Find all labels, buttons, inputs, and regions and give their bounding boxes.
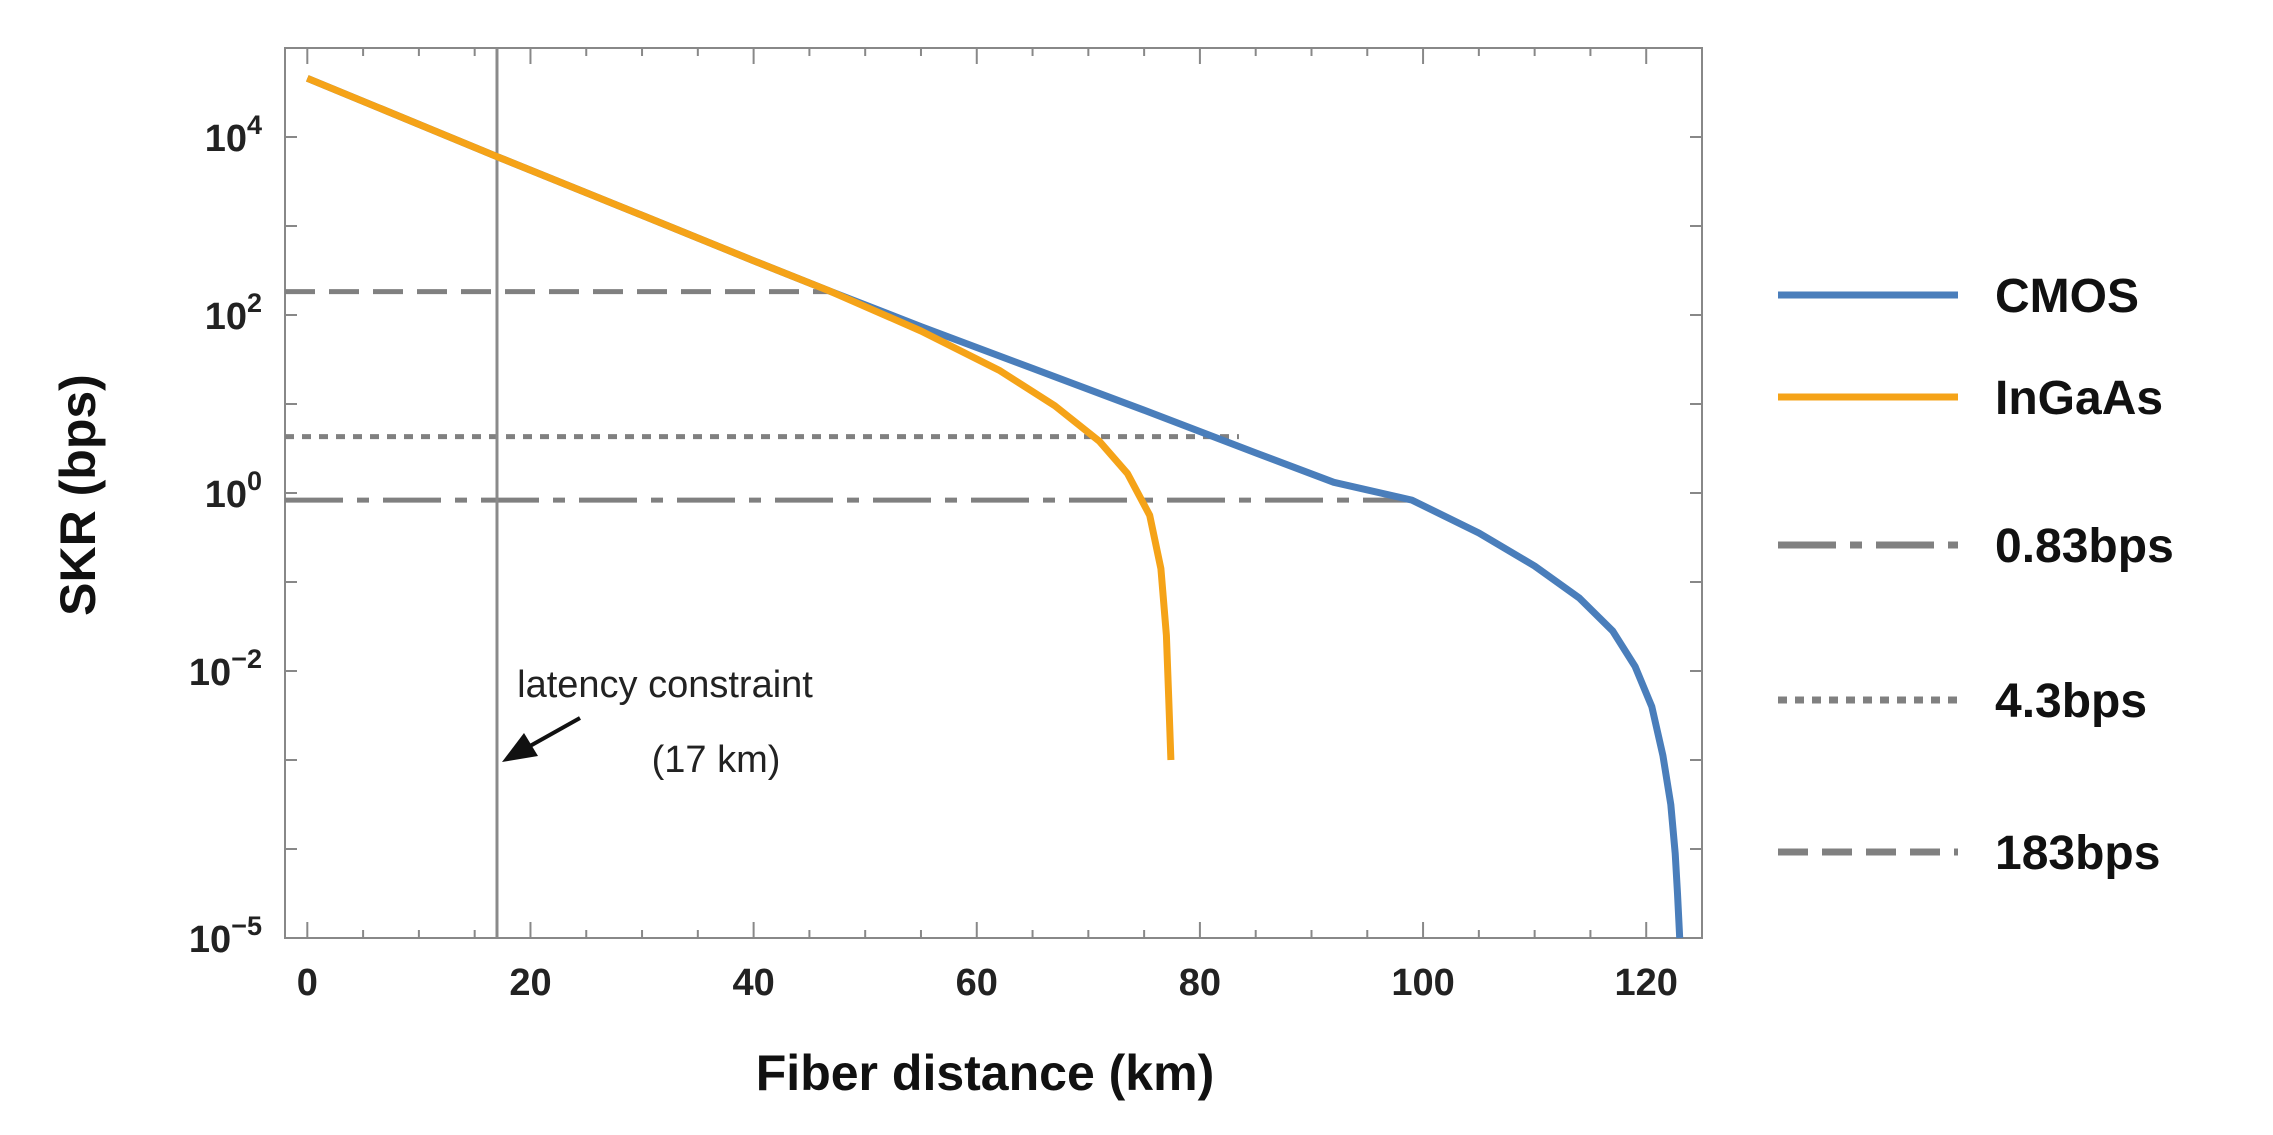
legend-item-0-83bps: 0.83bps <box>1778 520 2174 573</box>
x-axis-title: Fiber distance (km) <box>756 1045 1214 1101</box>
x-axis: 0 20 40 60 80 100 120 <box>297 48 1678 1004</box>
legend-label: 4.3bps <box>1995 675 2147 728</box>
y-tick-label: 10−2 <box>189 644 262 694</box>
series-layer <box>305 75 1684 939</box>
legend-label: InGaAs <box>1995 372 2163 425</box>
legend-item-cmos: CMOS <box>1778 270 2139 323</box>
legend-label: 0.83bps <box>1995 520 2174 573</box>
series-line-cmos <box>305 75 1684 939</box>
legend-item-ingaas: InGaAs <box>1778 372 2163 425</box>
legend: CMOS InGaAs 0.83bps 4.3bps 183bps <box>1778 270 2174 880</box>
annotation-line2: (17 km) <box>652 739 781 781</box>
reference-lines <box>285 289 1412 503</box>
x-tick-label: 20 <box>509 962 551 1004</box>
y-tick-label: 104 <box>205 110 262 160</box>
y-tick-label: 100 <box>205 466 262 516</box>
legend-label: CMOS <box>1995 270 2139 323</box>
annotation-arrow-shaft <box>529 716 581 748</box>
legend-label: 183bps <box>1995 827 2160 880</box>
y-axis-title: SKR (bps) <box>50 374 106 616</box>
x-tick-label: 60 <box>956 962 998 1004</box>
x-tick-label: 120 <box>1615 962 1678 1004</box>
legend-item-183bps: 183bps <box>1778 827 2160 880</box>
x-tick-label: 40 <box>732 962 774 1004</box>
x-tick-label: 80 <box>1179 962 1221 1004</box>
y-tick-label: 10−5 <box>189 911 262 961</box>
annotation-arrowhead <box>502 733 538 762</box>
y-tick-label: 102 <box>205 288 262 338</box>
series-line-ingaas <box>305 75 1175 761</box>
annotation-line1: latency constraint <box>517 664 813 706</box>
legend-item-4-3bps: 4.3bps <box>1778 675 2147 728</box>
x-tick-label: 100 <box>1391 962 1454 1004</box>
annotation: latency constraint (17 km) <box>502 664 813 781</box>
y-axis: 104 102 100 10−2 10−5 <box>189 47 1702 961</box>
x-tick-label: 0 <box>297 962 318 1004</box>
